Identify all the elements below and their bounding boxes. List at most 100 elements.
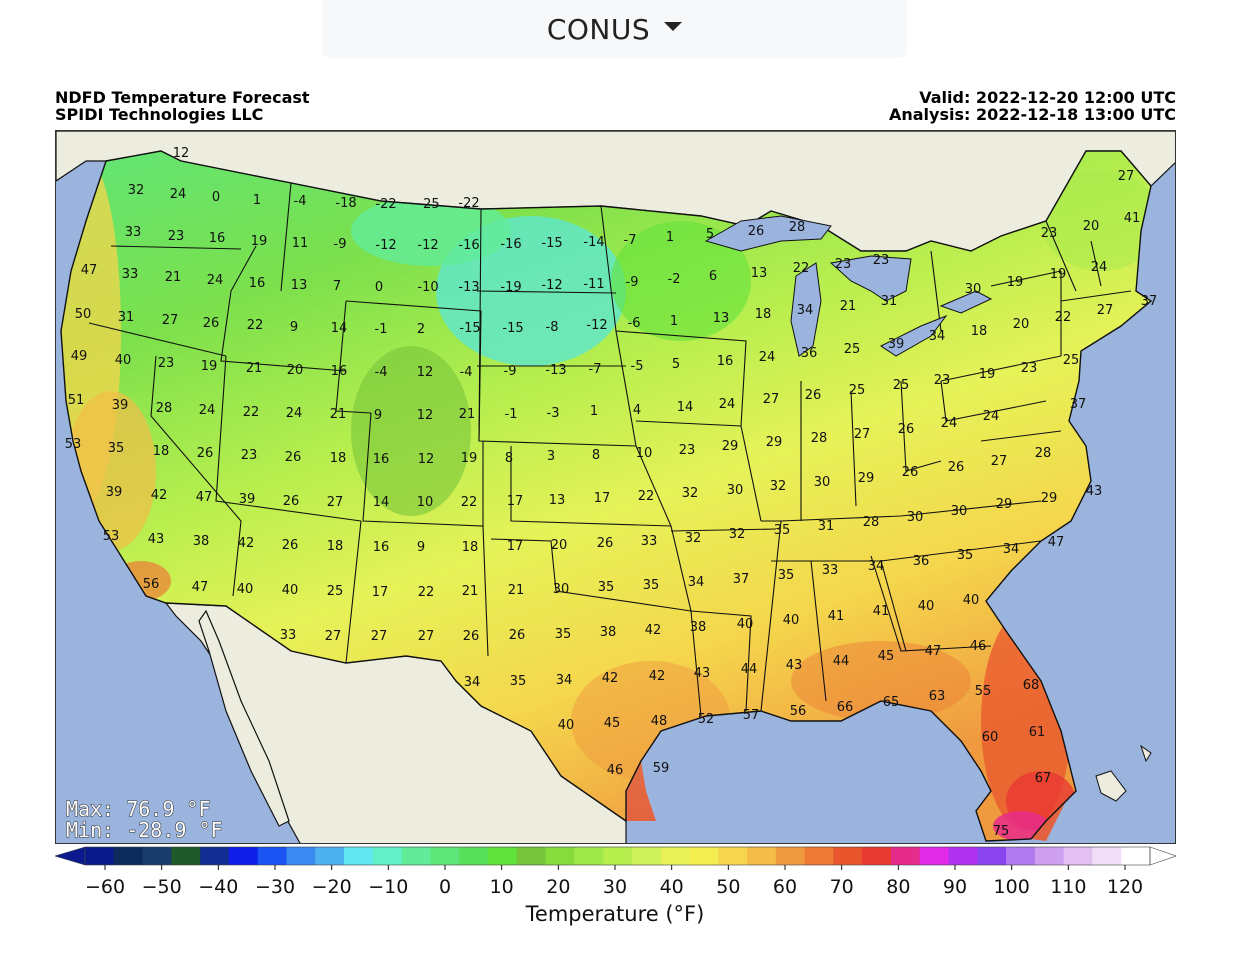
temperature-label: 28 [156, 401, 173, 416]
temperature-label: 23 [168, 229, 185, 244]
colorbar-tick-label: 20 [546, 876, 570, 898]
temperature-label: 23 [873, 253, 890, 268]
temperature-label: -7 [624, 233, 637, 248]
temperature-label: 11 [292, 236, 309, 251]
map-title-block: NDFD Temperature Forecast SPIDI Technolo… [55, 89, 310, 123]
temperature-label: 53 [103, 529, 120, 544]
temperature-label: 26 [203, 316, 220, 331]
temperature-label: 32 [128, 183, 145, 198]
temperature-label: 23 [934, 373, 951, 388]
colorbar-bin [200, 847, 230, 865]
temperature-label: 1 [253, 193, 261, 208]
temperature-label: 21 [459, 407, 476, 422]
temperature-label: 19 [1050, 267, 1067, 282]
temperature-label: 21 [330, 407, 347, 422]
temperature-label: 46 [607, 763, 624, 778]
colorbar-tick-label: 110 [1050, 876, 1086, 898]
temperature-label: 34 [688, 575, 705, 590]
temperature-label: 24 [983, 409, 1000, 424]
temperature-label: 40 [737, 617, 754, 632]
colorbar-tick-label: 30 [603, 876, 627, 898]
temperature-label: 4 [633, 403, 641, 418]
colorbar-bin [948, 847, 978, 865]
temperature-label: 22 [1055, 310, 1072, 325]
temperature-label: 18 [755, 307, 772, 322]
colorbar-bin [631, 847, 662, 865]
temperature-label: 29 [858, 471, 875, 486]
temperature-label: 33 [280, 628, 297, 643]
temperature-label: 23 [679, 443, 696, 458]
temperature-label: 22 [418, 585, 435, 600]
temperature-label: 12 [418, 452, 435, 467]
temperature-label: 65 [883, 695, 900, 710]
temperature-label: 17 [507, 494, 524, 509]
map-title: NDFD Temperature Forecast [55, 88, 310, 107]
baja-peninsula [198, 609, 290, 827]
colorbar-bin [459, 847, 489, 865]
island [1140, 744, 1152, 763]
temperature-label: 26 [509, 628, 526, 643]
temperature-label: 66 [837, 700, 854, 715]
temperature-label: 34 [556, 673, 573, 688]
temperature-label: 42 [602, 671, 619, 686]
region-selector-dropdown[interactable]: CONUS [322, 0, 907, 58]
colorbar-bin [315, 847, 345, 865]
temperature-label: -2 [668, 272, 681, 287]
temperature-label: 38 [600, 625, 617, 640]
state-borders [88, 182, 1132, 717]
temperature-label: -10 [417, 280, 438, 295]
temperature-label: 29 [766, 435, 783, 450]
temperature-label: 25 [849, 383, 866, 398]
temperature-label: -6 [628, 316, 641, 331]
temperature-label: 17 [594, 491, 611, 506]
temperature-label: 33 [641, 534, 658, 549]
colorbar-tick-label: 120 [1107, 876, 1143, 898]
temperature-label: -15 [459, 321, 480, 336]
temperature-label: 24 [719, 397, 736, 412]
temperature-label: 27 [1097, 303, 1114, 318]
colorbar-bin [1006, 847, 1036, 865]
temperature-label: 6 [709, 269, 717, 284]
temperature-label: 26 [282, 538, 299, 553]
temperature-label: 26 [463, 629, 480, 644]
colorbar-bin [1034, 847, 1065, 865]
temperature-label: 51 [68, 393, 85, 408]
temperature-label: 14 [677, 400, 694, 415]
temperature-label: 20 [1013, 317, 1030, 332]
temperature-label: -9 [626, 275, 639, 290]
temperature-label: 47 [192, 580, 209, 595]
temperature-label: 10 [636, 446, 653, 461]
temperature-label: -8 [546, 320, 559, 335]
colorbar-bin [516, 847, 547, 865]
temperature-label: -1 [375, 322, 388, 337]
temperature-label: 40 [115, 353, 132, 368]
temperature-label: 18 [971, 324, 988, 339]
temperature-label: 32 [685, 531, 702, 546]
temperature-label: 29 [996, 497, 1013, 512]
temperature-label: 55 [975, 684, 992, 699]
map-subtitle: SPIDI Technologies LLC [55, 105, 264, 124]
great-lakes [704, 215, 993, 357]
temperature-label: -4 [460, 365, 473, 380]
colorbar-extend-low [53, 846, 86, 866]
temperature-label: 40 [282, 583, 299, 598]
temperature-label: 12 [417, 408, 434, 423]
temperature-label: 41 [873, 604, 890, 619]
temperature-label: 38 [193, 534, 210, 549]
temperature-label: 36 [913, 554, 930, 569]
temperature-label: 27 [371, 629, 388, 644]
temperature-label: 46 [970, 639, 987, 654]
temperature-label: 35 [598, 580, 615, 595]
colorbar-bin [344, 847, 374, 865]
temperature-label: 29 [1041, 491, 1058, 506]
temperature-label: 9 [417, 540, 425, 555]
temperature-label: -25 [418, 197, 439, 212]
temperature-label: 12 [173, 146, 190, 161]
temperature-map[interactable]: 12 32 24 0 1 -4 -18 -22 -25 -22 33 23 16 19 11 -9 -12 -12… [55, 130, 1176, 844]
colorbar-bin [718, 847, 748, 865]
colorbar-bin [890, 847, 921, 865]
colorbar-bin [804, 847, 834, 865]
temperature-label: 2 [417, 322, 425, 337]
chevron-down-icon [664, 21, 683, 31]
temperature-label: 47 [925, 644, 942, 659]
